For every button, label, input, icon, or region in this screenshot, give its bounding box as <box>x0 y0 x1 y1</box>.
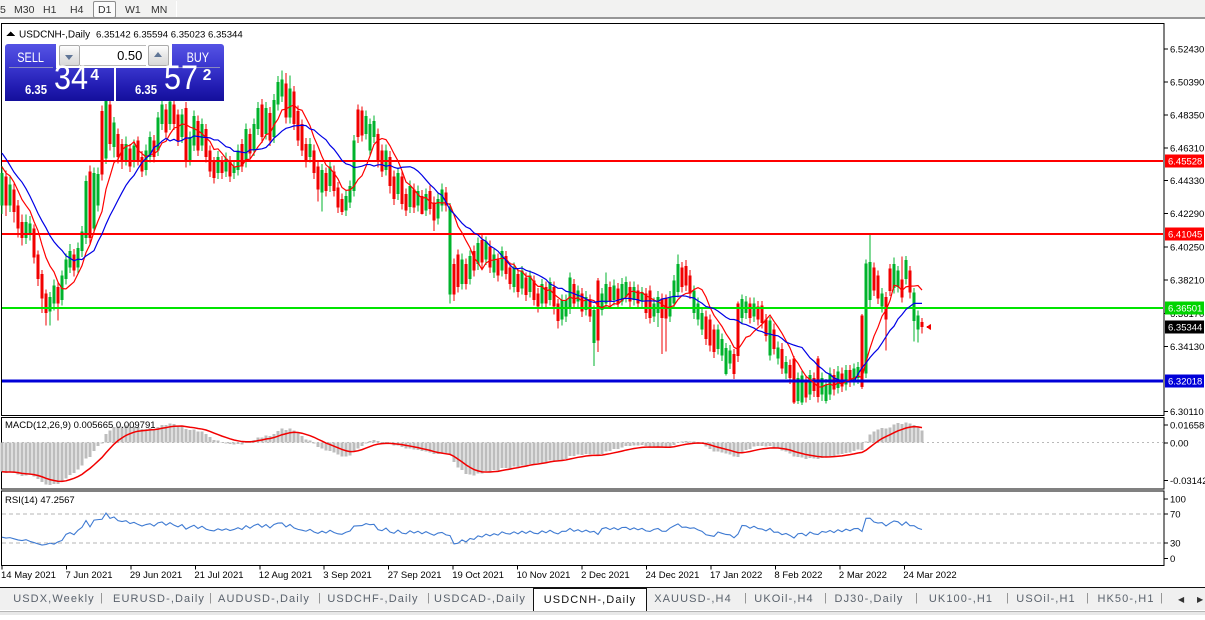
svg-text:27 Sep 2021: 27 Sep 2021 <box>388 570 442 581</box>
svg-text:30: 30 <box>1170 539 1181 550</box>
svg-text:12 Aug 2021: 12 Aug 2021 <box>259 570 312 581</box>
svg-text:6.45528: 6.45528 <box>1168 157 1202 168</box>
svg-text:6.42290: 6.42290 <box>1170 209 1204 220</box>
svg-text:21 Jul 2021: 21 Jul 2021 <box>194 570 243 581</box>
svg-text:RSI(14) 47.2567: RSI(14) 47.2567 <box>5 495 75 506</box>
svg-text:6.34130: 6.34130 <box>1170 342 1204 353</box>
svg-text:USDCNH-,Daily: USDCNH-,Daily <box>19 30 90 41</box>
svg-text:6.35142 6.35594 6.35023 6.3534: 6.35142 6.35594 6.35023 6.35344 <box>96 30 243 41</box>
svg-text:6.30110: 6.30110 <box>1170 407 1204 418</box>
svg-text:7 Jun 2021: 7 Jun 2021 <box>66 570 113 581</box>
svg-text:19 Oct 2021: 19 Oct 2021 <box>452 570 504 581</box>
svg-text:6.35344: 6.35344 <box>1168 322 1202 333</box>
svg-text:MACD(12,26,9) 0.005665 0.00979: MACD(12,26,9) 0.005665 0.009791 <box>5 420 156 431</box>
svg-text:10 Nov 2021: 10 Nov 2021 <box>517 570 571 581</box>
svg-text:29 Jun 2021: 29 Jun 2021 <box>130 570 182 581</box>
svg-text:6.52430: 6.52430 <box>1170 45 1204 56</box>
svg-text:6.36501: 6.36501 <box>1168 304 1202 315</box>
svg-text:6.40250: 6.40250 <box>1170 243 1204 254</box>
svg-text:6.44330: 6.44330 <box>1170 176 1204 187</box>
svg-text:24 Dec 2021: 24 Dec 2021 <box>646 570 700 581</box>
svg-text:2 Mar 2022: 2 Mar 2022 <box>839 570 887 581</box>
svg-text:100: 100 <box>1170 495 1186 506</box>
svg-text:0: 0 <box>1170 554 1175 565</box>
svg-text:3 Sep 2021: 3 Sep 2021 <box>323 570 372 581</box>
svg-text:6.46310: 6.46310 <box>1170 144 1204 155</box>
svg-text:-0.03142: -0.03142 <box>1170 476 1205 487</box>
svg-text:14 May 2021: 14 May 2021 <box>1 570 56 581</box>
svg-text:6.32018: 6.32018 <box>1168 377 1202 388</box>
svg-text:6.50390: 6.50390 <box>1170 78 1204 89</box>
svg-text:0.00: 0.00 <box>1170 439 1189 450</box>
svg-text:70: 70 <box>1170 510 1181 521</box>
svg-text:17 Jan 2022: 17 Jan 2022 <box>710 570 762 581</box>
svg-text:6.41045: 6.41045 <box>1168 230 1202 241</box>
svg-text:2 Dec 2021: 2 Dec 2021 <box>581 570 630 581</box>
svg-text:6.48350: 6.48350 <box>1170 111 1204 122</box>
svg-text:24 Mar 2022: 24 Mar 2022 <box>903 570 956 581</box>
svg-text:6.38210: 6.38210 <box>1170 276 1204 287</box>
svg-text:8 Feb 2022: 8 Feb 2022 <box>774 570 822 581</box>
svg-text:0.016586: 0.016586 <box>1170 421 1205 432</box>
